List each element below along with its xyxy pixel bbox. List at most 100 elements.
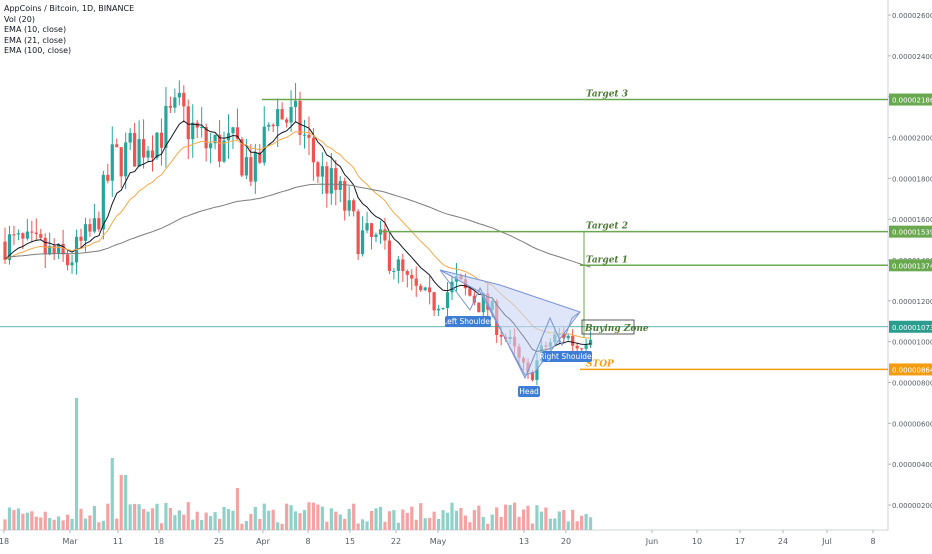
left-shoulder-label: Left Shoulder bbox=[443, 317, 494, 326]
candle-body bbox=[177, 92, 181, 98]
candle-body bbox=[477, 302, 481, 313]
volume-bar bbox=[396, 522, 400, 530]
volume-bar bbox=[521, 509, 526, 530]
candle-body bbox=[70, 262, 74, 266]
indicator-ema21[interactable]: EMA (21, close) bbox=[4, 35, 67, 45]
volume-bar bbox=[419, 503, 423, 530]
ema-100-line bbox=[4, 183, 591, 268]
candle-body bbox=[97, 218, 101, 230]
volume-bar bbox=[508, 504, 512, 530]
x-tick-label: May bbox=[430, 537, 447, 546]
volume-bar bbox=[155, 503, 159, 530]
y-tick-label: 0.00001200 bbox=[892, 298, 932, 306]
candle-body bbox=[316, 162, 320, 177]
indicator-ema100[interactable]: EMA (100, close) bbox=[4, 46, 72, 55]
volume-bar bbox=[79, 508, 83, 530]
x-tick-label: Mar bbox=[62, 537, 78, 546]
candle-body bbox=[21, 233, 25, 239]
candle-body bbox=[432, 292, 436, 311]
volume-bar bbox=[43, 511, 47, 530]
candle-body bbox=[307, 134, 311, 138]
candle-body bbox=[128, 133, 132, 143]
volume-bar bbox=[575, 521, 579, 530]
volume-bar bbox=[432, 511, 436, 530]
candle-body bbox=[405, 271, 409, 275]
volume-bar bbox=[101, 520, 105, 530]
candle-body bbox=[329, 168, 333, 194]
candle-body bbox=[249, 157, 253, 182]
volume-bar bbox=[168, 507, 172, 530]
volume-bar bbox=[25, 512, 29, 530]
volume-bar bbox=[477, 505, 481, 530]
volume-bar bbox=[320, 506, 324, 530]
candle-body bbox=[52, 245, 56, 254]
candle-body bbox=[441, 308, 445, 310]
volume-bar bbox=[588, 517, 593, 530]
candle-body bbox=[204, 127, 208, 149]
price-tag bbox=[889, 93, 932, 106]
indicator-ema10[interactable]: EMA (10, close) bbox=[4, 25, 67, 34]
volume-bar bbox=[240, 523, 244, 530]
volume-bar bbox=[356, 523, 360, 530]
candle-body bbox=[298, 100, 302, 135]
candle-body bbox=[472, 295, 476, 303]
volume-bar bbox=[410, 506, 414, 530]
price-tag-label: 0.00001073 bbox=[892, 324, 932, 332]
volume-bar bbox=[414, 519, 418, 530]
volume-bar bbox=[436, 519, 441, 530]
volume-bar bbox=[150, 508, 155, 530]
x-tick-label: Jun bbox=[645, 537, 659, 546]
volume-bar bbox=[133, 503, 137, 530]
volume-bar bbox=[128, 504, 132, 530]
x-tick-label: 8 bbox=[870, 537, 875, 546]
volume-bar bbox=[21, 513, 25, 530]
candle-body bbox=[43, 237, 47, 255]
candle-body bbox=[428, 287, 432, 293]
candle-body bbox=[481, 293, 485, 313]
x-tick-label: Jul bbox=[821, 537, 832, 546]
y-tick-label: 0.00000200 bbox=[892, 502, 932, 510]
indicator-vol[interactable]: Vol (20) bbox=[4, 14, 35, 24]
candle-body bbox=[253, 152, 257, 182]
volume-bar bbox=[222, 506, 226, 530]
candle-body bbox=[88, 224, 92, 232]
candle-body bbox=[155, 132, 159, 158]
volume-bar bbox=[57, 516, 61, 530]
symbol-title[interactable]: AppCoins / Bitcoin, 1D, BINANCE bbox=[4, 4, 135, 13]
candle-body bbox=[217, 134, 222, 162]
volume-bar bbox=[65, 514, 70, 530]
y-tick-label: 0.00002400 bbox=[892, 53, 932, 61]
candle-body bbox=[262, 126, 266, 163]
x-tick-label: 22 bbox=[391, 537, 401, 546]
right-shoulder-label: Right Shoulder bbox=[539, 352, 595, 361]
volume-bar bbox=[3, 519, 7, 530]
volume-bar bbox=[231, 510, 235, 530]
volume-bar bbox=[481, 516, 485, 530]
volume-bar bbox=[92, 505, 96, 530]
candle-body bbox=[39, 234, 43, 238]
volume-bar bbox=[383, 521, 387, 530]
y-tick-label: 0.00001800 bbox=[892, 175, 932, 183]
candle-body bbox=[580, 348, 584, 350]
candle-body bbox=[267, 124, 271, 127]
volume-bar bbox=[12, 510, 16, 530]
candle-body bbox=[571, 335, 575, 346]
candle-body bbox=[209, 143, 213, 149]
candle-body bbox=[48, 245, 52, 255]
volume-bar bbox=[7, 507, 12, 530]
volume-bar bbox=[191, 519, 195, 530]
candle-body bbox=[302, 134, 307, 136]
candle-body bbox=[361, 230, 365, 255]
volume-bar bbox=[195, 511, 199, 530]
volume-bar bbox=[267, 510, 271, 530]
volume-bar bbox=[159, 523, 164, 530]
volume-bar bbox=[445, 512, 450, 530]
candle-body bbox=[325, 166, 329, 194]
volume-bar bbox=[217, 518, 222, 530]
candle-body bbox=[3, 241, 7, 260]
candle-body bbox=[146, 150, 150, 158]
candle-body bbox=[110, 144, 114, 181]
volume-bar bbox=[526, 505, 530, 530]
